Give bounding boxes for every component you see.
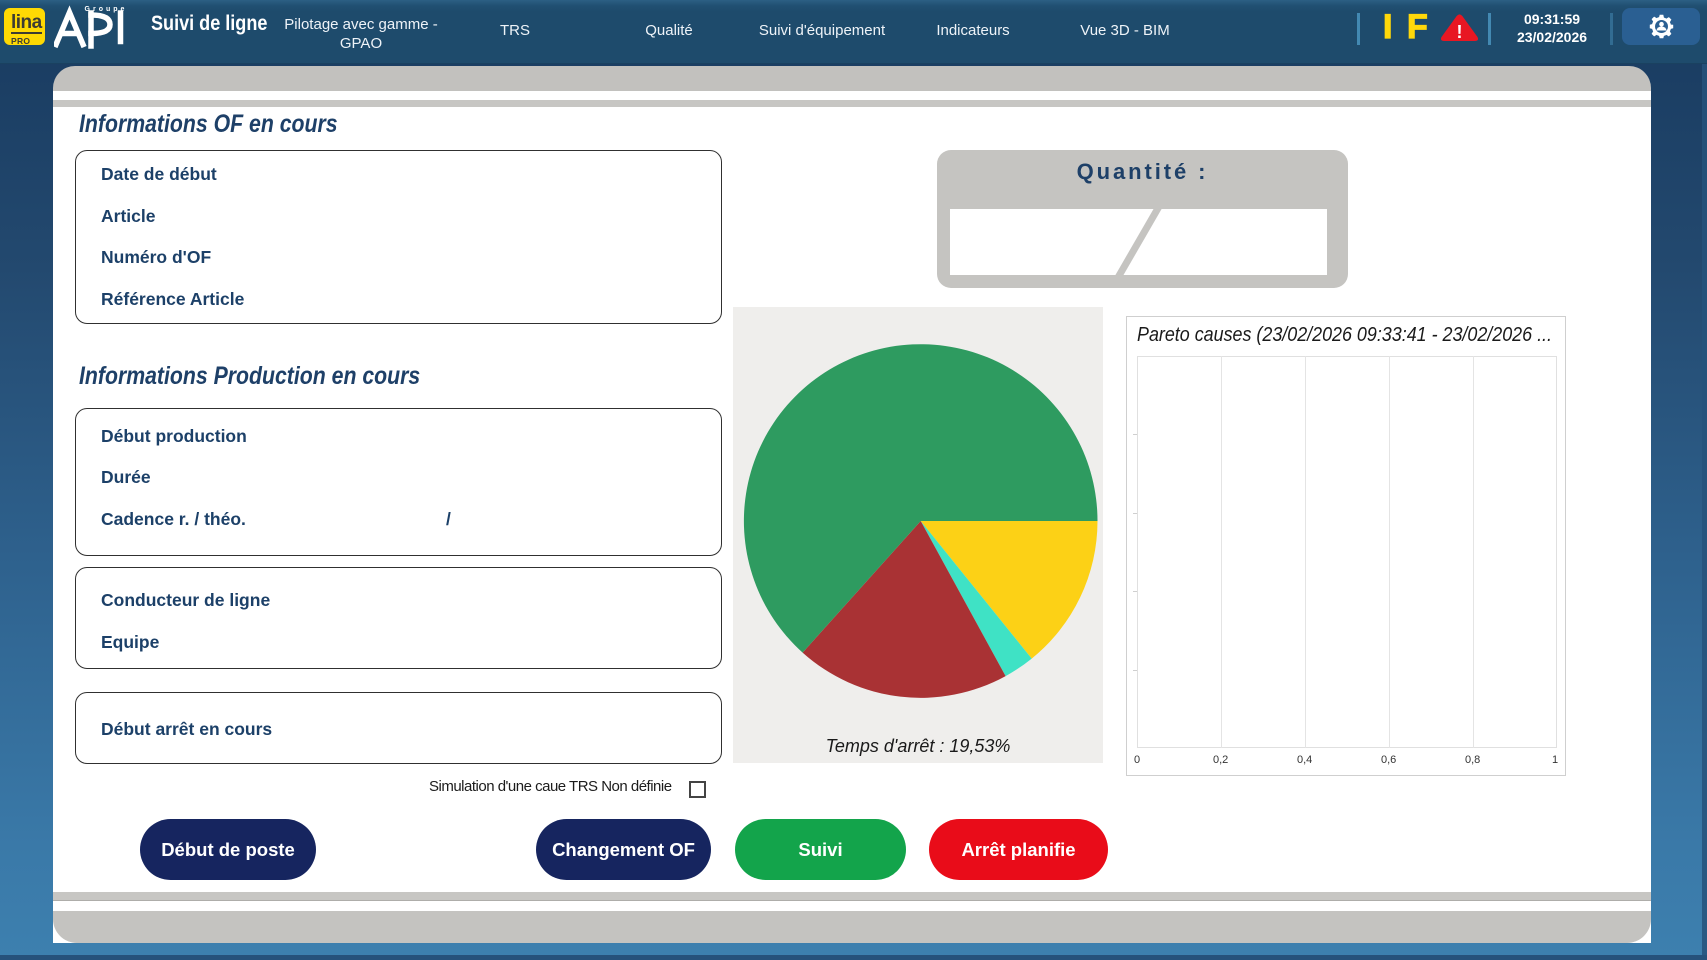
svg-text:!: ! xyxy=(1457,22,1463,42)
svg-text:Groupe: Groupe xyxy=(85,6,126,13)
